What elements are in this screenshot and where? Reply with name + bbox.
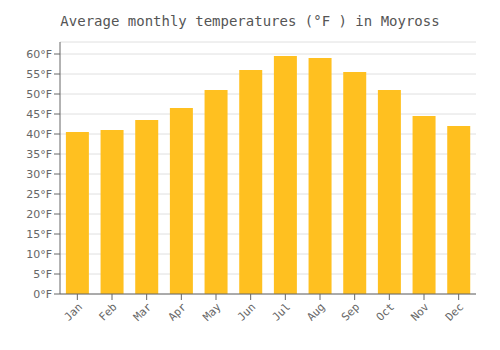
svg-text:30°F: 30°F [26,168,52,181]
svg-text:Aug: Aug [304,300,327,323]
svg-text:Jul: Jul [270,300,293,323]
svg-text:15°F: 15°F [26,228,52,241]
svg-text:60°F: 60°F [26,48,52,61]
svg-text:20°F: 20°F [26,208,52,221]
html-text:Average monthly temperatures (: Average monthly temperatures (°F ) in Mo… [60,13,440,29]
svg-text:55°F: 55°F [26,68,52,81]
svg-text:Feb: Feb [96,300,119,323]
svg-text:10°F: 10°F [26,248,52,261]
svg-text:50°F: 50°F [26,88,52,101]
svg-text:5°F: 5°F [33,268,52,281]
svg-text:0°F: 0°F [33,288,52,301]
svg-text:40°F: 40°F [26,128,52,141]
svg-text:Mar: Mar [131,300,155,324]
svg-text:Dec: Dec [443,300,466,323]
svg-text:Jan: Jan [62,300,85,323]
svg-text:Oct: Oct [374,300,397,323]
svg-text:Jun: Jun [235,300,258,323]
svg-text:Apr: Apr [166,300,190,324]
svg-text:45°F: 45°F [26,108,52,121]
svg-text:Nov: Nov [408,300,432,324]
svg-text:35°F: 35°F [26,148,52,161]
svg-text:May: May [200,300,224,324]
svg-text:Sep: Sep [339,300,362,323]
svg-text:25°F: 25°F [26,188,52,201]
